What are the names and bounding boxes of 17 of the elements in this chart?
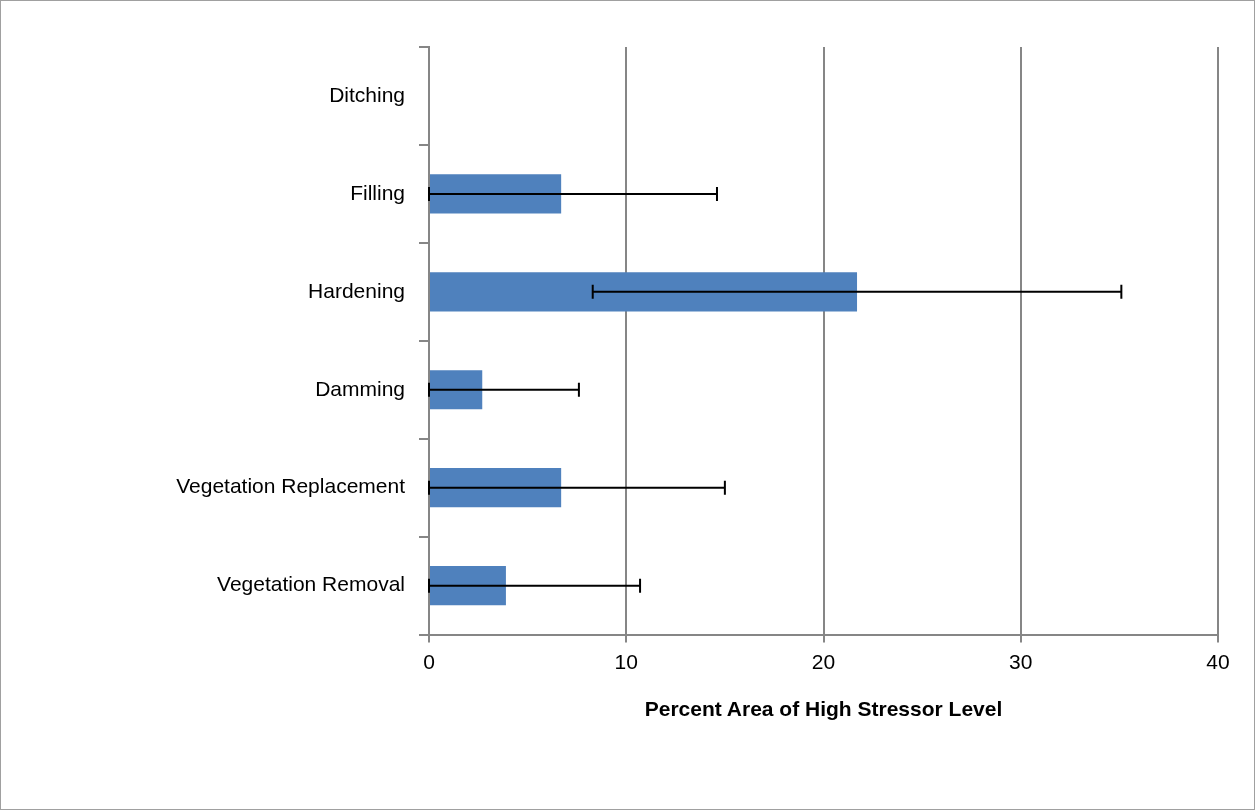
bar [430,272,858,312]
bar [430,370,483,410]
y-tick-label: Ditching [329,82,405,106]
x-tick-label: 20 [811,650,836,673]
y-tick-label: Vegetation Replacement [176,474,406,498]
x-tick-label: 10 [614,650,638,673]
x-tick-label: 30 [1009,650,1033,673]
y-tick-label: Vegetation Removal [217,572,405,596]
bar [430,468,562,508]
bar [430,174,562,214]
x-tick-label: 0 [423,650,435,673]
x-axis-title: Percent Area of High Stressor Level [644,697,1003,721]
y-tick-label: Filling [350,180,405,204]
y-tick-label: Hardening [308,278,405,302]
y-tick-label: Damming [315,376,405,400]
x-tick-label: 40 [1206,650,1230,673]
bar [430,566,506,606]
